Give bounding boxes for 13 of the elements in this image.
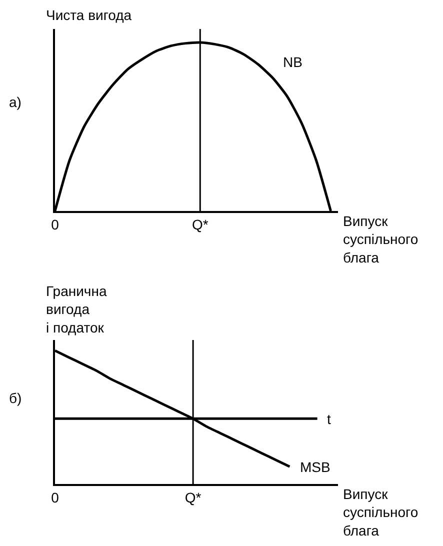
series-label: NB [283, 54, 302, 70]
text: б) [9, 390, 22, 406]
x-axis-title: Випуск суспільного блага [343, 213, 418, 266]
x-tick-label: 0 [51, 490, 60, 506]
x-tick-label: Q* [192, 216, 209, 233]
series-label: t [327, 411, 331, 427]
x-tick-label: Q* [184, 490, 202, 506]
x-tick-label: 0 [51, 216, 60, 233]
y-axis-title: Чиста вигода [46, 7, 132, 23]
text: а) [9, 94, 22, 110]
x-axis-title: Випуск суспільного блага [343, 486, 418, 538]
series-label: MSB [300, 459, 330, 475]
y-axis-title: Гранична вигода і податок [46, 283, 107, 336]
